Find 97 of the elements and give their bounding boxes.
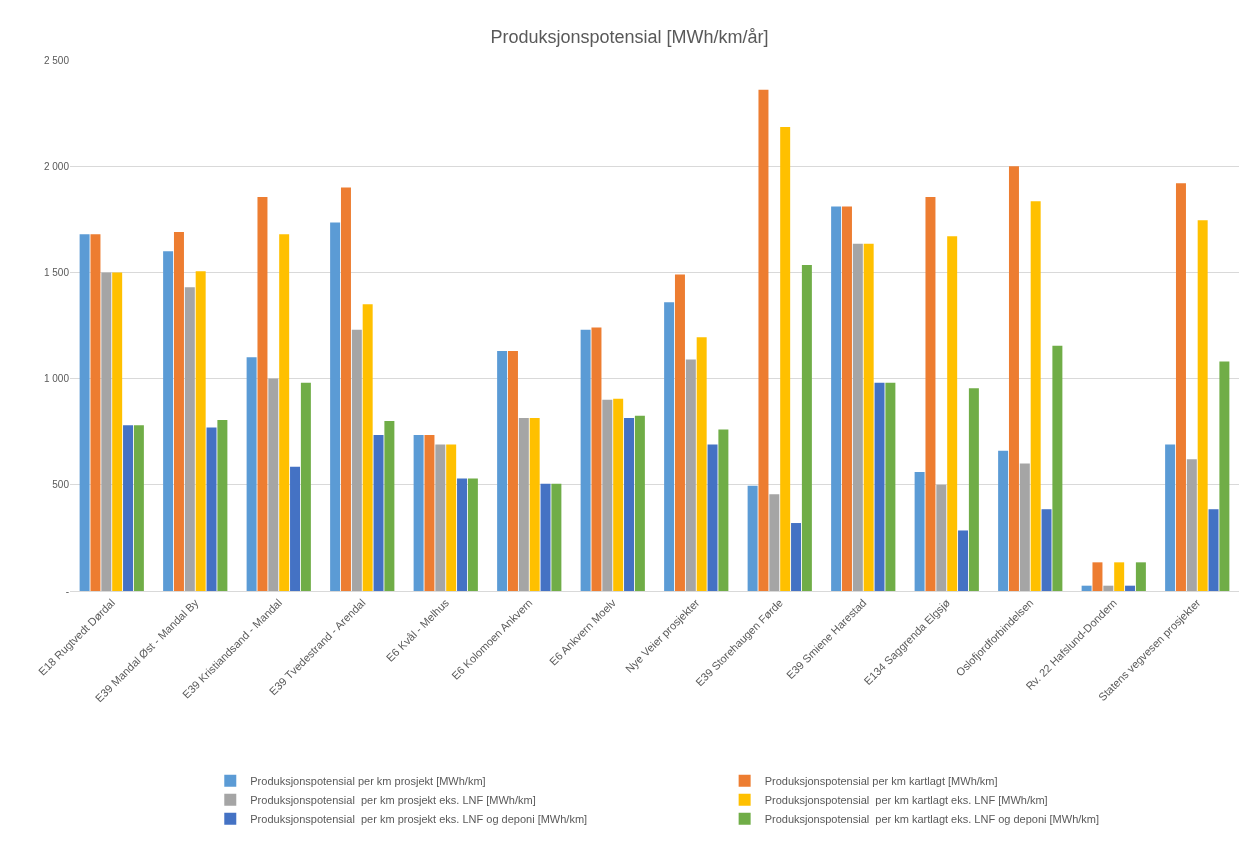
bar	[1081, 585, 1092, 591]
bar	[602, 399, 613, 591]
bar	[90, 234, 101, 591]
bar	[1135, 562, 1146, 591]
bar	[507, 350, 518, 591]
y-tick-label: 500	[52, 479, 70, 491]
chart-title: Produksjonspotensial [MWh/km/år]	[490, 26, 769, 47]
bar	[413, 434, 424, 591]
bar	[112, 272, 123, 591]
legend-label: Produksjonspotensial per km kartlagt eks. LNF og deponi [MWh/km]	[764, 813, 1100, 826]
bar	[780, 126, 791, 591]
bar	[1165, 444, 1176, 591]
legend-label: Produksjonspotensial per km kartlagt eks. LNF [MWh/km]	[764, 794, 1048, 807]
y-tick-label: 1 500	[43, 266, 70, 278]
bar	[968, 388, 979, 591]
bar	[424, 434, 435, 591]
y-tick-label: 2 500	[43, 54, 70, 66]
bar	[747, 485, 758, 591]
bar	[195, 271, 206, 591]
bar	[1052, 345, 1063, 591]
bar	[446, 444, 457, 591]
bar	[718, 429, 729, 591]
bar	[373, 434, 384, 591]
bar	[79, 234, 90, 591]
bar	[613, 398, 624, 591]
bar	[206, 427, 217, 591]
bar	[1019, 463, 1030, 591]
bar	[1186, 459, 1197, 591]
bar	[707, 444, 718, 591]
bar	[758, 89, 769, 591]
bar	[330, 222, 341, 591]
bar	[217, 420, 228, 591]
bar	[497, 350, 508, 591]
bar	[1092, 562, 1103, 591]
bar	[1030, 201, 1041, 591]
bar	[351, 329, 362, 591]
bar	[1114, 562, 1125, 591]
bar	[1208, 509, 1219, 591]
bar	[384, 421, 395, 591]
bar	[268, 378, 279, 591]
bar	[340, 187, 351, 591]
bar	[874, 382, 885, 591]
bar	[279, 234, 290, 591]
bar	[101, 272, 112, 591]
legend-label: Produksjonspotensial per km kartlagt [MWh/km]	[764, 775, 998, 788]
bar	[769, 494, 780, 591]
y-tick-label: -	[65, 585, 69, 597]
bar	[173, 232, 184, 591]
bar	[580, 329, 591, 591]
bar	[184, 287, 195, 591]
bar	[841, 206, 852, 591]
bar	[958, 530, 969, 591]
legend-label: Produksjonspotensial per km prosjekt eks. LNF og deponi [MWh/km]	[250, 813, 588, 826]
bar	[634, 415, 645, 591]
bar	[362, 304, 373, 591]
legend-label: Produksjonspotensial per km prosjekt eks. LNF [MWh/km]	[250, 794, 536, 807]
bar	[123, 425, 134, 591]
bar	[1103, 585, 1114, 591]
bar	[1197, 220, 1208, 591]
bar	[1125, 585, 1136, 591]
bar	[257, 197, 268, 591]
bar	[998, 450, 1009, 591]
bar	[1008, 166, 1019, 591]
bar	[624, 417, 635, 591]
bar	[518, 417, 529, 591]
bar	[435, 444, 446, 591]
bar	[551, 483, 562, 591]
bar	[801, 264, 812, 591]
bar	[1219, 361, 1230, 591]
bar	[925, 197, 936, 591]
bar	[290, 466, 301, 591]
bar	[852, 243, 863, 591]
bar	[791, 523, 802, 591]
bar	[1175, 183, 1186, 591]
bar	[831, 206, 842, 591]
bar	[936, 484, 947, 591]
bar	[1041, 509, 1052, 591]
bar	[300, 382, 311, 591]
bar	[696, 337, 707, 591]
bar	[885, 382, 896, 591]
bar	[947, 236, 958, 591]
bar	[457, 478, 468, 591]
y-tick-label: 1 000	[43, 373, 70, 385]
bar	[863, 243, 874, 591]
legend-label: Produksjonspotensial per km prosjekt [MWh/km]	[250, 775, 486, 788]
bar	[467, 478, 478, 591]
bar	[914, 472, 925, 591]
bar	[540, 483, 551, 591]
bar	[246, 357, 257, 591]
bar	[664, 302, 675, 591]
y-tick-label: 2 000	[43, 160, 70, 172]
bar	[591, 327, 602, 591]
bar	[133, 425, 144, 591]
bar	[529, 417, 540, 591]
bar	[163, 251, 174, 591]
bar	[685, 359, 696, 591]
bar	[674, 274, 685, 591]
